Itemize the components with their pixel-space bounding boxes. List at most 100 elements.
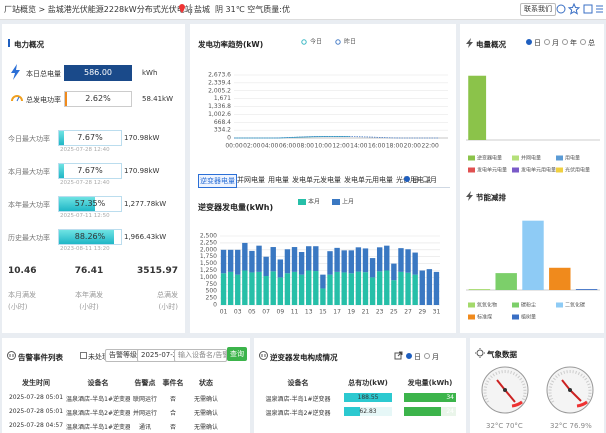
bar bbox=[270, 271, 276, 305]
radio-option[interactable]: 月 bbox=[424, 352, 442, 362]
radio-label[interactable]: 日 bbox=[414, 353, 421, 361]
radio-option[interactable]: 总 bbox=[580, 38, 598, 48]
bar bbox=[384, 245, 390, 271]
radio-option[interactable]: 月 bbox=[544, 38, 562, 48]
bar bbox=[376, 247, 383, 272]
column-header: 告警点 bbox=[134, 379, 156, 387]
table-cell: 2025-07-28 05:01 bbox=[8, 408, 64, 415]
tab[interactable]: 用电量 bbox=[268, 176, 289, 184]
radio[interactable] bbox=[404, 176, 410, 182]
radio[interactable] bbox=[562, 39, 568, 45]
chart-title: 逆变器发电量(kWh) bbox=[198, 203, 274, 212]
legend-label: 发电单元电量 bbox=[477, 167, 507, 174]
contact-button[interactable]: 联系我们 bbox=[520, 3, 556, 16]
x-tick-label: 11 bbox=[291, 309, 299, 316]
radio-option[interactable]: 日 bbox=[406, 352, 424, 362]
legend-marker bbox=[512, 155, 519, 161]
radio[interactable] bbox=[424, 353, 430, 359]
hours-value: 3515.97 bbox=[137, 266, 178, 276]
radio[interactable] bbox=[544, 39, 550, 45]
tab[interactable]: 逆变器电量 bbox=[198, 174, 237, 188]
bar bbox=[355, 271, 362, 305]
legend-label: 并网电量 bbox=[521, 155, 541, 162]
table-cell: 2025-07-28 05:01 bbox=[8, 394, 64, 401]
radio-label[interactable]: 年 bbox=[570, 39, 577, 47]
title-mark bbox=[8, 39, 10, 47]
y-tick-label: 0 bbox=[213, 302, 217, 309]
bar bbox=[263, 276, 269, 305]
x-tick-label: 22:00 bbox=[422, 143, 439, 150]
column-header: 发电量(kWh) bbox=[407, 379, 453, 387]
radio-label[interactable]: 总 bbox=[588, 39, 595, 47]
tab[interactable]: 发电单元发电量 bbox=[292, 176, 341, 184]
bar bbox=[242, 270, 248, 305]
x-tick-label: 12:00 bbox=[332, 143, 349, 150]
legend-marker bbox=[512, 314, 519, 320]
export-icon[interactable] bbox=[394, 351, 403, 360]
rate-text: 2.62% bbox=[85, 94, 111, 103]
level-select[interactable]: 告警等级 bbox=[105, 349, 141, 362]
hours-label: 总满发 bbox=[157, 291, 178, 299]
gauge bbox=[481, 366, 529, 414]
radio-option[interactable]: 日 bbox=[404, 175, 422, 185]
energy-panel: 电量概况 日 月 年 总 逆变器电量 并网电量 用电量 发电单元电量 发电单元用电量 光伏用电量… bbox=[460, 24, 604, 333]
y-tick-label: 668.4 bbox=[214, 119, 231, 126]
radio-label[interactable]: 月 bbox=[432, 353, 439, 361]
search-button[interactable]: 查询 bbox=[227, 347, 247, 361]
radio-option[interactable]: 月 bbox=[422, 175, 440, 185]
panel-title: 节能减排 bbox=[476, 193, 506, 202]
legend-marker bbox=[335, 39, 341, 45]
power-panel: 电力概况 本日总电量 586.00 kWh 总发电功率 2.62% 58.41k… bbox=[2, 24, 185, 333]
bar bbox=[391, 263, 397, 281]
x-tick-label: 21 bbox=[362, 309, 370, 316]
bar bbox=[227, 249, 234, 272]
tab[interactable]: 光伏用电量 bbox=[396, 176, 431, 184]
rate-power: 58.41kW bbox=[142, 95, 174, 103]
checkbox[interactable] bbox=[80, 352, 87, 359]
panel-title: 气象数据 bbox=[487, 350, 517, 359]
pct-box: 7.67% bbox=[58, 163, 122, 179]
legend-marker bbox=[556, 302, 563, 308]
radio[interactable] bbox=[422, 176, 428, 182]
radio-label[interactable]: 月 bbox=[552, 39, 559, 47]
unhandled-label[interactable]: 未处理 bbox=[88, 353, 109, 361]
bar bbox=[575, 289, 598, 290]
daily-unit: kWh bbox=[142, 69, 158, 77]
tab[interactable]: 发电单元用电量 bbox=[344, 176, 393, 184]
toolbar-icons[interactable] bbox=[556, 3, 604, 15]
radio[interactable] bbox=[580, 39, 586, 45]
tab[interactable]: 并网电量 bbox=[237, 176, 265, 184]
x-tick-label: 02:00 bbox=[243, 143, 260, 150]
radio-label[interactable]: 日 bbox=[534, 39, 541, 47]
legend-marker bbox=[468, 167, 475, 173]
bar bbox=[384, 270, 390, 305]
radio-label[interactable]: 月 bbox=[430, 176, 437, 184]
y-tick-label: 334.2 bbox=[214, 127, 231, 134]
search-input[interactable]: 输入设备名/告警点 bbox=[174, 349, 227, 362]
bar bbox=[227, 271, 234, 305]
radio-option[interactable]: 年 bbox=[562, 38, 580, 48]
radio[interactable] bbox=[526, 39, 532, 45]
weather: 阴 31℃ 空气质量:优 bbox=[215, 5, 290, 14]
y-tick-label: 1,500 bbox=[200, 260, 217, 267]
legend-marker bbox=[301, 39, 307, 45]
breadcrumb[interactable]: 厂站概览 > 盐城港光伏能源2228kW分布式光伏电站 bbox=[4, 5, 193, 14]
composition-panel: 逆变器发电构成情况 日月 设备名 总有功(kW) 发电量(kWh) 温泉酒店-半岛1#… bbox=[254, 338, 466, 433]
trend-panel: 发电功率趋势(kW) 0 334.2 668.4 1,002.6 1,336.8 1,67… bbox=[190, 24, 456, 333]
bar bbox=[405, 272, 411, 305]
panel-title: 电力概况 bbox=[14, 40, 44, 49]
radio[interactable] bbox=[406, 353, 412, 359]
radio-option[interactable]: 日 bbox=[526, 38, 544, 48]
max-label: 本年最大功率 bbox=[8, 201, 50, 209]
bar bbox=[327, 251, 333, 275]
legend-marker bbox=[468, 155, 475, 161]
max-time: 2023-08-11 13:20 bbox=[60, 246, 110, 252]
max-time: 2025-07-28 12:40 bbox=[60, 147, 110, 153]
max-label: 今日最大功率 bbox=[8, 135, 50, 143]
max-power: 1,966.43kW bbox=[124, 233, 167, 241]
legend-label: 上月 bbox=[342, 198, 354, 206]
radio-label[interactable]: 日 bbox=[412, 176, 419, 184]
legend-label: 昨日 bbox=[344, 38, 356, 46]
x-tick-label: 06:00 bbox=[279, 143, 296, 150]
